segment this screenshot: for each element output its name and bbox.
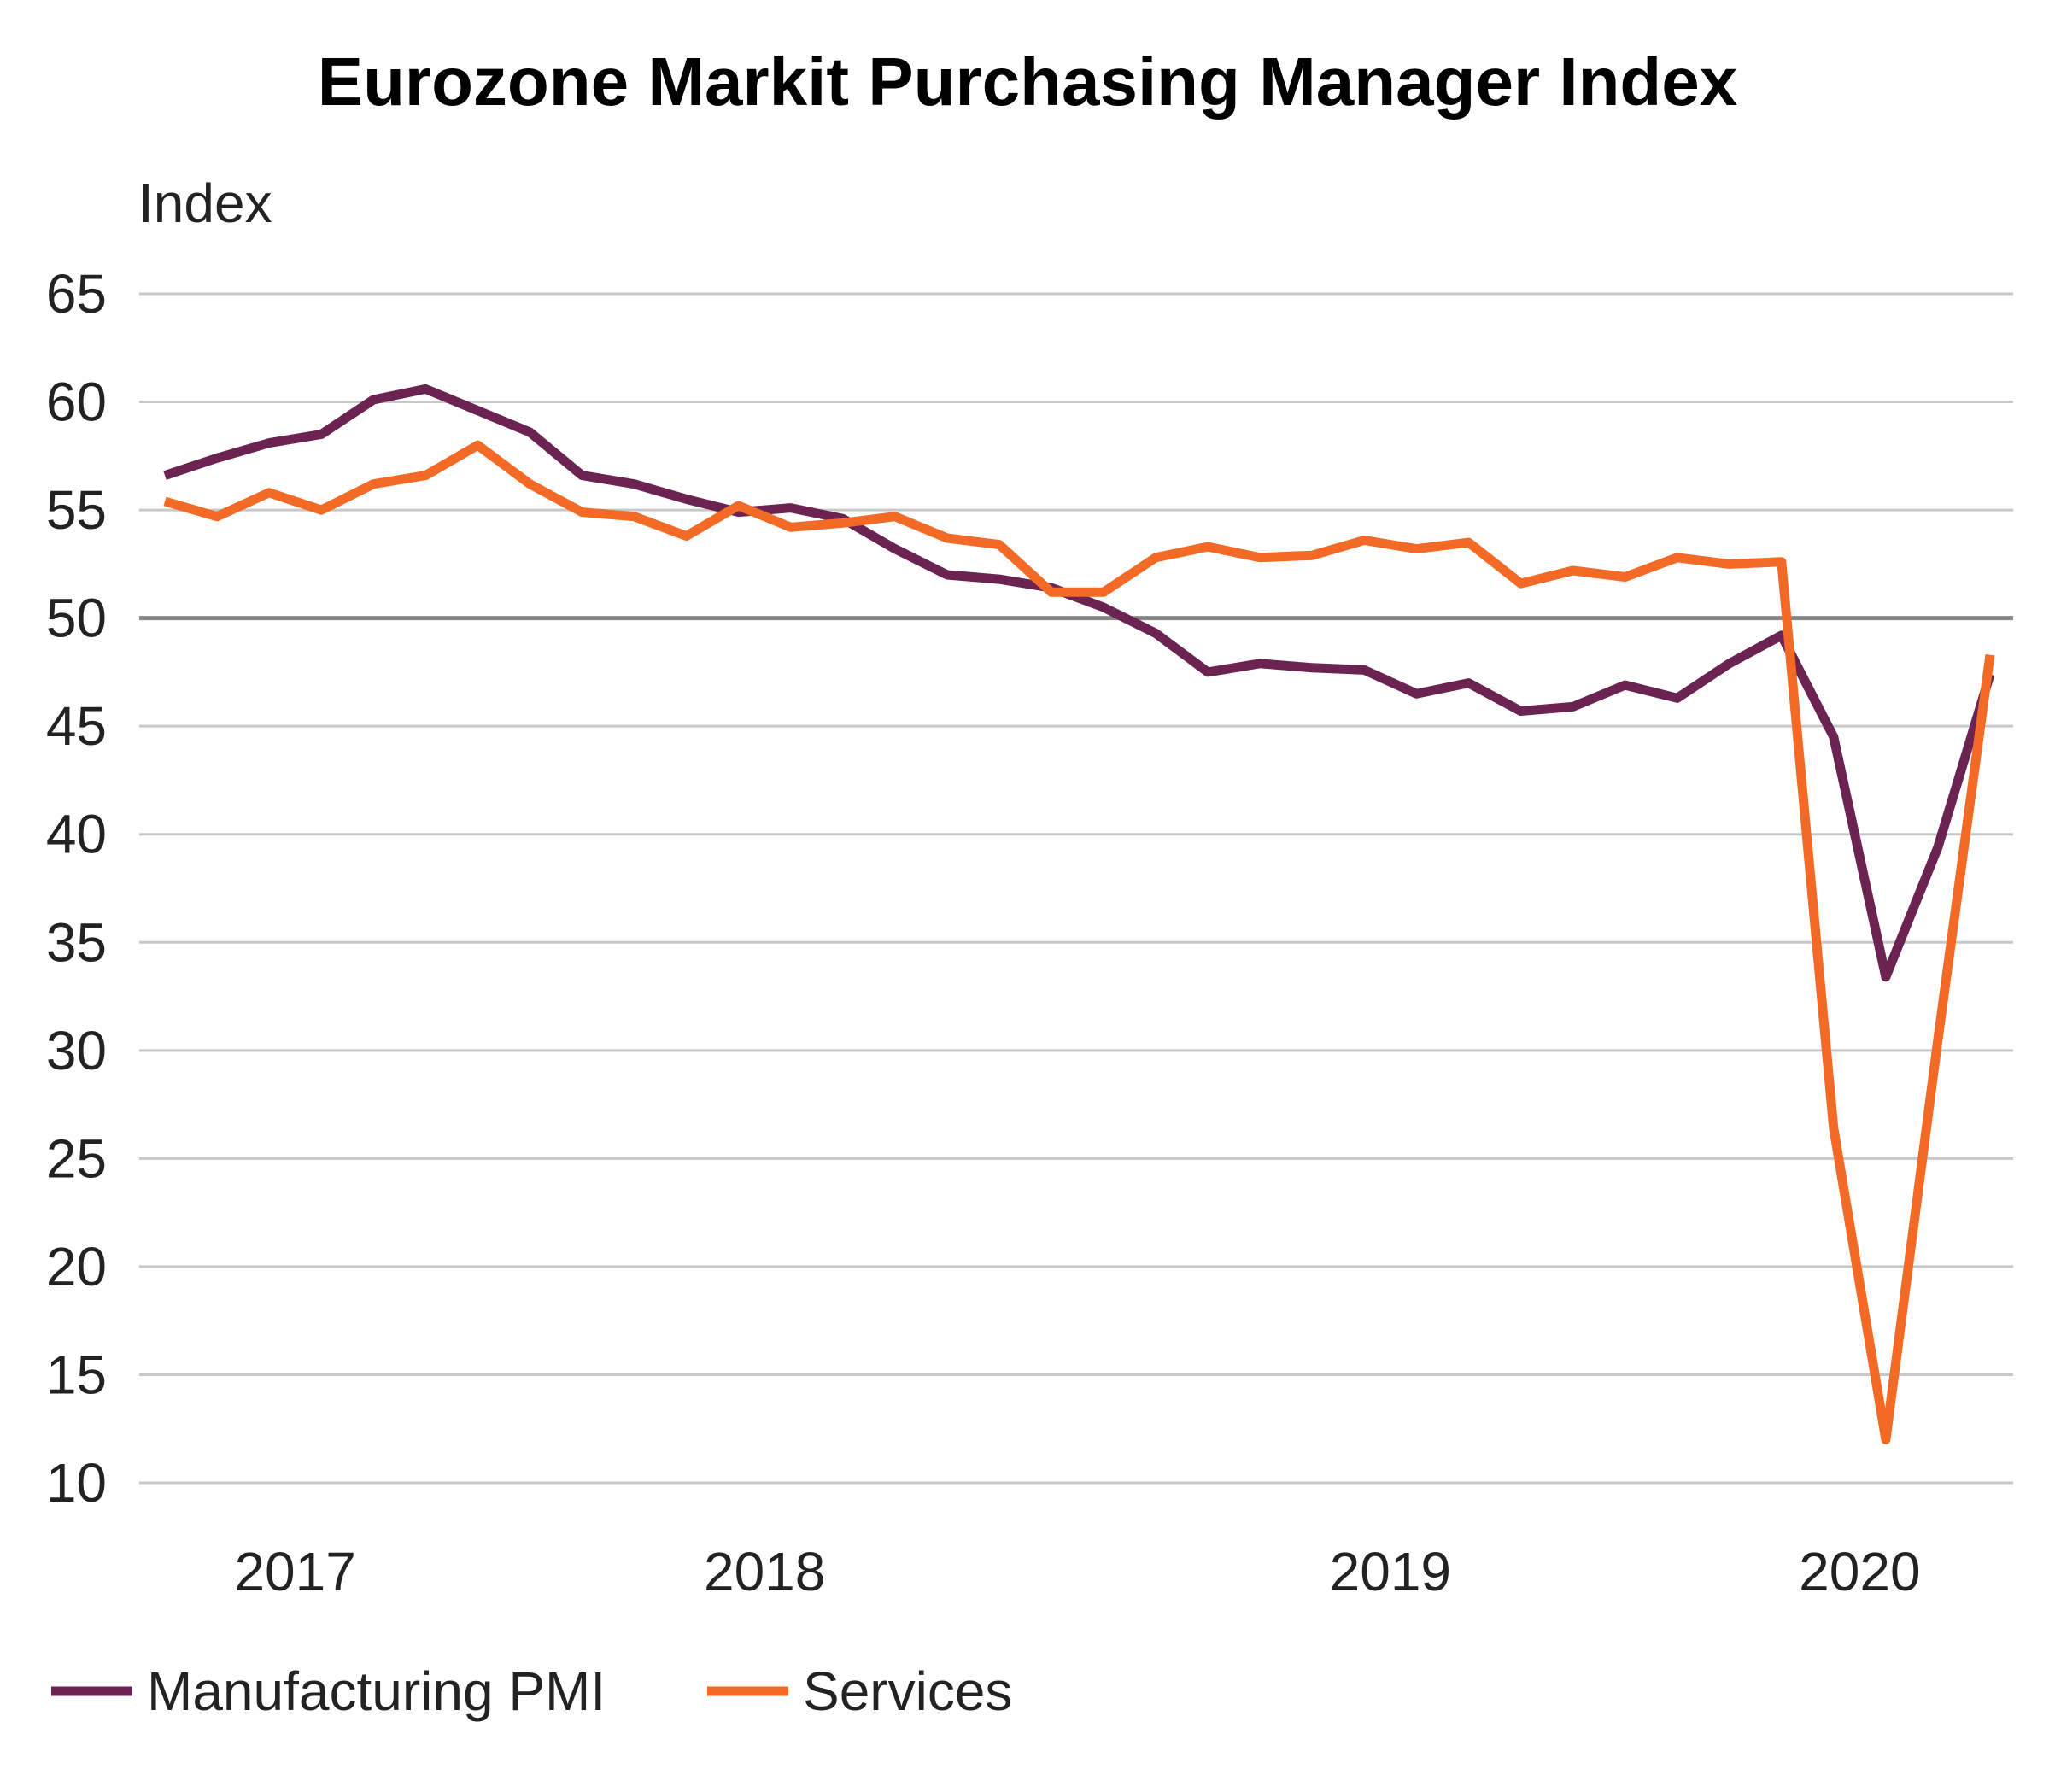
series-line-services [163, 440, 1995, 1444]
y-tick-label-25: 25 [46, 1127, 107, 1189]
series-line-manufacturing-pmi [163, 384, 1995, 982]
x-axis-ticks: 2017 2018 2019 2020 [234, 1541, 1920, 1602]
x-tick-label-2019: 2019 [1330, 1541, 1451, 1602]
legend-label-services: Services [803, 1660, 1012, 1722]
gridlines [139, 292, 2013, 1485]
x-tick-label-2020: 2020 [1799, 1541, 1920, 1602]
y-tick-label-55: 55 [46, 479, 107, 541]
legend: Manufacturing PMI Services [51, 1660, 1012, 1722]
chart-title: Eurozone Markit Purchasing Manager Index [317, 44, 1738, 120]
y-tick-label-10: 10 [46, 1452, 107, 1514]
y-axis-ticks: 10 15 20 25 30 35 40 45 50 55 60 65 [46, 263, 107, 1514]
y-tick-label-65: 65 [46, 263, 107, 325]
x-tick-label-2018: 2018 [704, 1541, 825, 1602]
y-tick-label-15: 15 [46, 1344, 107, 1405]
y-tick-label-20: 20 [46, 1236, 107, 1297]
y-tick-label-35: 35 [46, 911, 107, 973]
y-tick-label-45: 45 [46, 695, 107, 757]
legend-label-manufacturing-pmi: Manufacturing PMI [147, 1660, 606, 1722]
y-axis-label: Index [138, 173, 272, 234]
y-tick-label-50: 50 [46, 588, 107, 649]
y-tick-label-60: 60 [46, 372, 107, 433]
y-tick-label-40: 40 [46, 804, 107, 865]
x-tick-label-2017: 2017 [234, 1541, 355, 1602]
series-lines [163, 384, 1995, 1444]
y-tick-label-30: 30 [46, 1020, 107, 1081]
